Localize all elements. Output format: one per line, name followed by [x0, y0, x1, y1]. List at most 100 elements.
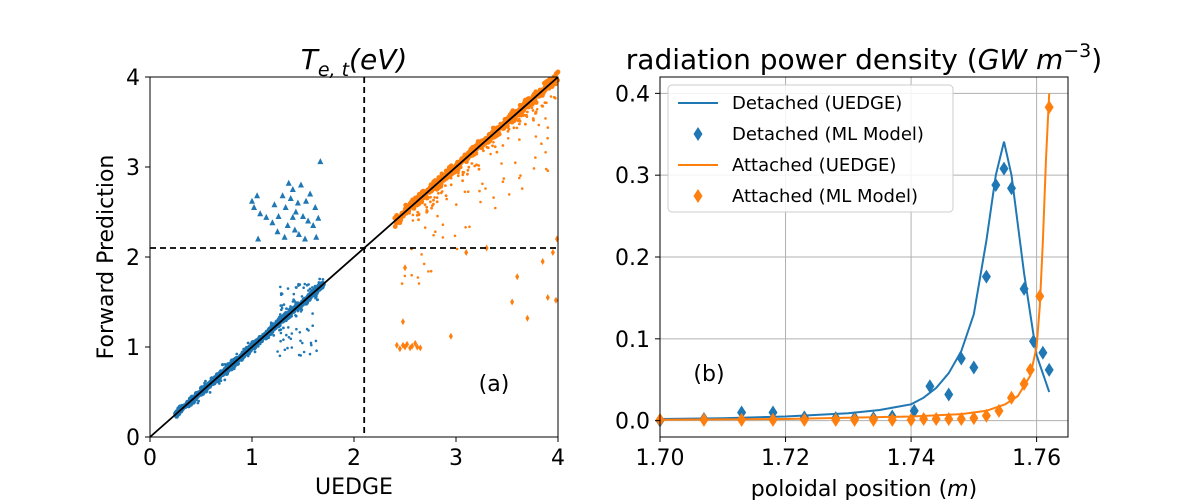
blue-diagonal-point — [311, 286, 314, 289]
orange-diagonal-point — [437, 191, 440, 195]
orange-diagonal-point — [429, 200, 432, 204]
x-tick-label: 4 — [551, 446, 565, 471]
blue-upper-point — [303, 197, 310, 204]
y-tick-label: 3 — [126, 156, 140, 181]
blue-spread-point — [307, 329, 310, 332]
blue-spread-point — [299, 354, 303, 357]
blue-upper-point — [254, 192, 261, 199]
blue-spread-point — [310, 343, 313, 347]
blue-upper-point — [297, 181, 304, 188]
series-marker — [956, 351, 966, 366]
orange-outliers-point — [515, 273, 520, 281]
orange-spread-point — [520, 187, 524, 190]
legend-box — [667, 84, 954, 213]
orange-diagonal-point — [482, 149, 485, 153]
orange-spread-point — [434, 230, 437, 233]
orange-spread-point — [540, 142, 543, 145]
orange-spread-point — [515, 126, 519, 130]
blue-spread-point — [278, 315, 282, 319]
y-tick-label: 1 — [126, 336, 140, 361]
blue-diagonal-point — [246, 341, 250, 345]
blue-spread-point — [278, 328, 281, 332]
orange-diagonal-point — [473, 164, 477, 168]
attached-ml-model-series — [655, 100, 1054, 427]
blue-diagonal-point — [219, 379, 223, 383]
blue-diagonal-point — [267, 336, 271, 339]
orange-outliers-point — [410, 342, 415, 350]
orange-spread-point — [422, 262, 426, 266]
blue-spread-point — [291, 300, 295, 303]
orange-diagonal-point — [457, 164, 463, 170]
orange-outliers-point — [545, 294, 550, 301]
blue-spread-point — [305, 283, 309, 287]
orange-diagonal-point — [512, 126, 516, 130]
blue-spread-point — [279, 339, 282, 343]
orange-outliers-point — [540, 258, 545, 265]
blue-upper-point — [305, 217, 312, 224]
series-marker — [831, 412, 841, 427]
orange-diagonal-point — [477, 164, 481, 167]
blue-spread-point — [299, 339, 302, 343]
orange-spread-point — [408, 212, 411, 215]
orange-diagonal-point — [553, 96, 557, 100]
orange-spread-point — [492, 140, 495, 144]
orange-outliers-point — [413, 339, 418, 347]
orange-spread-point — [544, 167, 548, 171]
blue-upper-point — [310, 222, 317, 228]
blue-diagonal-point — [272, 334, 276, 337]
blue-diagonal-point — [242, 347, 246, 351]
blue-spread-point — [315, 349, 318, 353]
subplot-b-ticks: 1.70 1.72 1.74 1.76 0.0 0.1 0.2 0.3 0.4 — [615, 82, 1061, 471]
y-tick-label: 0.3 — [615, 164, 650, 189]
series-marker — [931, 412, 941, 426]
orange-outliers-point — [550, 249, 555, 256]
orange-spread-point — [449, 176, 453, 180]
orange-diagonal-point — [414, 204, 417, 208]
blue-spread-point — [280, 308, 283, 312]
blue-spread-point — [316, 298, 320, 301]
blue-spread-point — [301, 341, 304, 345]
blue-upper-point — [294, 199, 301, 206]
orange-spread-point — [525, 115, 529, 119]
blue-upper-point — [292, 208, 299, 215]
orange-diagonal-point — [475, 152, 479, 156]
blue-diagonal-point — [312, 293, 316, 297]
orange-spread-point — [518, 138, 521, 141]
orange-diagonal-point — [529, 101, 535, 107]
orange-spread-point — [464, 226, 467, 229]
x-tick-label: 3 — [449, 446, 463, 471]
series-marker — [919, 412, 929, 426]
subplot-a: 0 1 2 3 4 0 1 2 3 4 Te, t(eV) UEDGE Forward Predi… — [94, 43, 565, 500]
blue-spread-point — [302, 286, 305, 290]
blue-spread-point — [278, 318, 282, 321]
blue-diagonal-point — [235, 352, 239, 356]
y-tick-label: 0.0 — [615, 410, 650, 435]
orange-spread-point — [546, 136, 549, 140]
blue-spread-point — [298, 331, 302, 334]
blue-spread-point — [289, 337, 293, 341]
blue-spread-point — [279, 285, 282, 289]
orange-spread-point — [436, 214, 439, 218]
series-marker — [868, 412, 878, 427]
blue-upper-point — [257, 210, 264, 217]
orange-spread-point — [433, 196, 436, 199]
blue-diagonal-point — [208, 391, 212, 394]
orange-spread-point — [507, 193, 511, 196]
orange-spread-point — [549, 95, 553, 98]
blue-spread-point — [308, 287, 312, 291]
blue-spread-point — [297, 284, 300, 287]
series-marker — [981, 269, 991, 284]
orange-diagonal-point — [435, 196, 439, 200]
orange-diagonal-point — [540, 104, 544, 108]
blue-diagonal-point — [278, 313, 282, 316]
orange-spread-point — [535, 108, 539, 111]
legend-label: Attached (ML Model) — [732, 186, 918, 207]
subplot-b-annotation: (b) — [693, 362, 724, 387]
orange-spread-point — [548, 88, 551, 91]
blue-spread-point — [282, 338, 285, 342]
blue-spread-point — [307, 289, 310, 292]
blue-spread-point — [303, 282, 307, 286]
subplot-a-ylabel: Forward Prediction — [94, 155, 119, 360]
orange-spread-point — [400, 282, 404, 285]
orange-diagonal-point — [429, 195, 432, 199]
